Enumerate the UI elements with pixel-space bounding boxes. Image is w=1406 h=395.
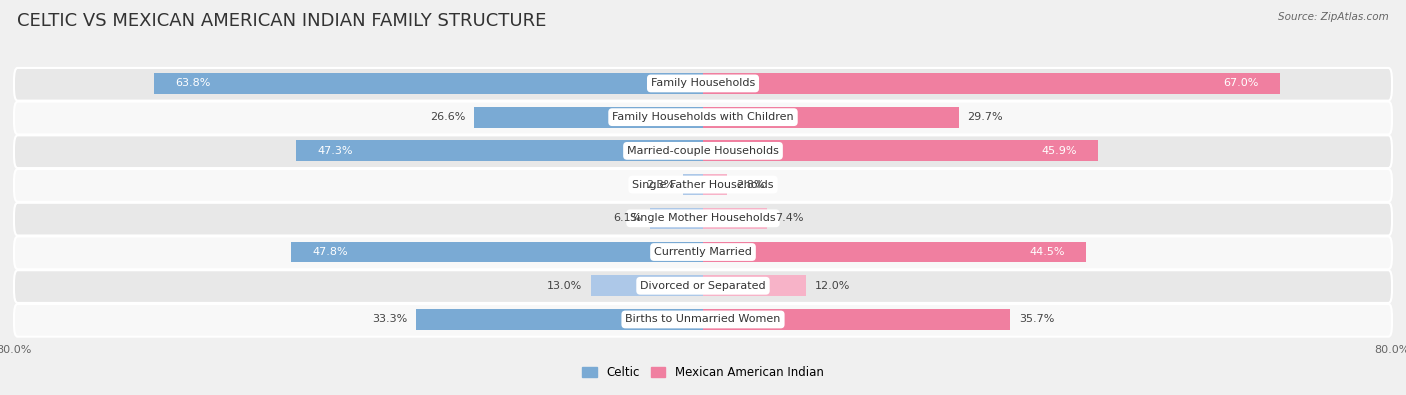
Bar [703,140,1098,161]
Bar [703,275,807,296]
FancyBboxPatch shape [14,304,1392,337]
Text: Family Households with Children: Family Households with Children [612,112,794,122]
Bar [416,309,703,330]
Bar [703,73,1279,94]
Text: 67.0%: 67.0% [1223,79,1258,88]
Bar [295,140,703,161]
FancyBboxPatch shape [14,169,1392,202]
Text: 12.0%: 12.0% [815,281,851,291]
Legend: Celtic, Mexican American Indian: Celtic, Mexican American Indian [578,361,828,384]
Text: Currently Married: Currently Married [654,247,752,257]
Bar [703,309,1011,330]
Text: 35.7%: 35.7% [1019,314,1054,324]
Text: 29.7%: 29.7% [967,112,1002,122]
FancyBboxPatch shape [14,68,1392,101]
FancyBboxPatch shape [14,203,1392,235]
Text: Source: ZipAtlas.com: Source: ZipAtlas.com [1278,12,1389,22]
Text: Family Households: Family Households [651,79,755,88]
Text: 13.0%: 13.0% [547,281,582,291]
Text: Divorced or Separated: Divorced or Separated [640,281,766,291]
Bar [291,242,703,263]
Bar [474,107,703,128]
Text: Married-couple Households: Married-couple Households [627,146,779,156]
FancyBboxPatch shape [14,135,1392,168]
Text: 6.1%: 6.1% [613,213,643,223]
FancyBboxPatch shape [14,270,1392,303]
Text: 33.3%: 33.3% [373,314,408,324]
Text: 2.8%: 2.8% [735,180,765,190]
Text: CELTIC VS MEXICAN AMERICAN INDIAN FAMILY STRUCTURE: CELTIC VS MEXICAN AMERICAN INDIAN FAMILY… [17,12,547,30]
Text: Single Father Households: Single Father Households [633,180,773,190]
Text: Single Mother Households: Single Mother Households [630,213,776,223]
Text: 47.8%: 47.8% [314,247,349,257]
Text: 26.6%: 26.6% [430,112,465,122]
Bar [703,174,727,195]
Bar [153,73,703,94]
Text: 44.5%: 44.5% [1029,247,1064,257]
Text: 47.3%: 47.3% [318,146,353,156]
FancyBboxPatch shape [14,102,1392,134]
Text: 2.3%: 2.3% [647,180,675,190]
Bar [703,242,1087,263]
Bar [651,208,703,229]
Text: 7.4%: 7.4% [775,213,804,223]
Text: 63.8%: 63.8% [176,79,211,88]
Bar [683,174,703,195]
Bar [591,275,703,296]
FancyBboxPatch shape [14,237,1392,269]
Text: 45.9%: 45.9% [1042,146,1077,156]
Bar [703,208,766,229]
Bar [703,107,959,128]
Text: Births to Unmarried Women: Births to Unmarried Women [626,314,780,324]
